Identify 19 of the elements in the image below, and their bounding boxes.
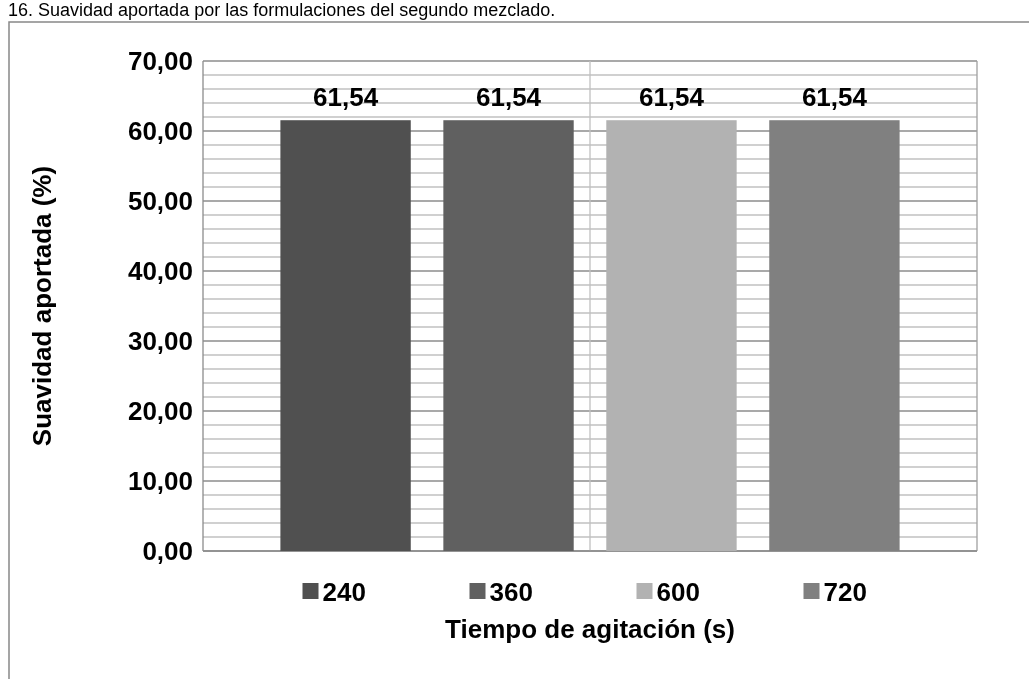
legend-label: 600: [656, 577, 700, 608]
y-tick-label: 60,00: [127, 116, 193, 147]
data-label: 61,54: [313, 82, 379, 113]
y-tick-label: 50,00: [127, 186, 193, 217]
data-label: 61,54: [638, 82, 705, 113]
x-axis-title: Tiempo de agitación (s): [445, 614, 735, 644]
y-axis-title: Suavidad aportada (%): [27, 165, 58, 447]
y-tick-label: 10,00: [127, 466, 193, 497]
legend-label: 720: [823, 577, 867, 608]
legend-label: 240: [322, 577, 366, 608]
legend-label: 360: [489, 577, 533, 608]
y-tick-label: 0,00: [142, 536, 193, 567]
data-label: 61,54: [801, 82, 868, 113]
chart-title: 16. Suavidad aportada por las formulaciones del segundo mezclado.: [8, 0, 556, 20]
y-tick-label: 20,00: [127, 396, 193, 427]
y-tick-label: 70,00: [127, 46, 193, 77]
data-label: 61,54: [475, 82, 542, 113]
y-tick-label: 40,00: [127, 256, 193, 287]
y-tick-label: 30,00: [127, 326, 193, 357]
